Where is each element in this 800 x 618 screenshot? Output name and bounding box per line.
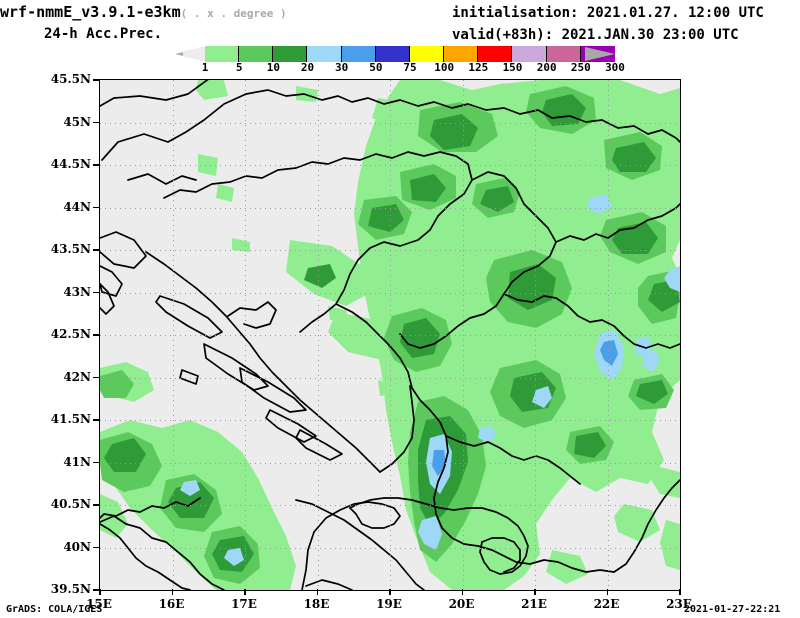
xaxis-tick — [171, 589, 173, 595]
yaxis-label-41.5N: 41.5N — [50, 412, 91, 426]
yaxis-label-44N: 44N — [63, 199, 91, 214]
field-title: 24-h Acc.Prec. — [44, 26, 163, 42]
yaxis-label-41N: 41N — [63, 454, 91, 469]
yaxis-tick — [93, 334, 99, 336]
colorbar-tick-300: 300 — [605, 61, 625, 74]
colorbar-tick-20: 20 — [300, 61, 315, 74]
yaxis-tick — [93, 121, 99, 123]
yaxis-tick — [93, 461, 99, 463]
colorbar-band-150 — [512, 46, 547, 62]
yaxis-tick — [93, 504, 99, 506]
xaxis-tick — [244, 589, 246, 595]
colorbar-tick-50: 50 — [369, 61, 383, 74]
xaxis-label-18E: 18E — [303, 597, 330, 611]
yaxis-label-42.5N: 42.5N — [50, 327, 91, 341]
yaxis-label-39.5N: 39.5N — [50, 582, 91, 596]
valid-time: valid(+83h): 2021.JAN.30 23:00 UTC — [452, 27, 739, 43]
xaxis-label-16E: 16E — [158, 597, 185, 611]
colorbar-band-200 — [546, 46, 581, 62]
gridline-horizontal — [100, 292, 680, 294]
gridline-horizontal — [100, 165, 680, 166]
gridline-horizontal — [100, 420, 680, 421]
colorbar-band-30 — [341, 46, 376, 62]
yaxis-label-43.5N: 43.5N — [50, 242, 91, 256]
colorbar-tick-30: 30 — [335, 61, 349, 74]
colorbar: 1 5 10 20 30 50 75 100 125 150 200 250 300 — [175, 46, 625, 74]
yaxis-tick — [93, 249, 99, 251]
colorbar-tick-200: 200 — [536, 61, 557, 74]
colorbar-tick-150: 150 — [502, 61, 523, 74]
grads-credit: GrADS: COLA/IGES — [6, 604, 103, 615]
gridline-horizontal — [100, 122, 680, 124]
map-plot-area — [99, 79, 681, 591]
colorbar-tick-5: 5 — [235, 61, 243, 74]
colorbar-tick-75: 75 — [403, 61, 417, 74]
model-title: wrf-nmmE_v3.9.1-e3km( . x . degree ) — [0, 3, 287, 21]
xaxis-tick — [679, 589, 681, 595]
yaxis-tick — [93, 546, 99, 548]
gridline-horizontal — [100, 505, 680, 506]
yaxis-tick — [93, 419, 99, 421]
gridline-horizontal — [100, 335, 680, 336]
gridline-horizontal — [100, 250, 680, 251]
colorbar-band-20 — [307, 46, 342, 62]
yaxis-label-45N: 45N — [63, 114, 91, 129]
xaxis-label-17E: 17E — [231, 597, 257, 611]
dimension-note: ( . x . degree ) — [180, 7, 287, 20]
yaxis-label-40N: 40N — [63, 539, 91, 554]
xaxis-tick — [316, 589, 318, 595]
xaxis-tick — [606, 589, 608, 595]
colorbar-tick-10: 10 — [266, 61, 280, 74]
colorbar-tick-100: 100 — [434, 61, 455, 74]
xaxis-label-19E: 19E — [376, 597, 402, 611]
xaxis-tick — [534, 589, 536, 595]
map-canvas — [100, 80, 680, 590]
colorbar-tick-250: 250 — [570, 61, 591, 74]
yaxis-tick — [93, 376, 99, 378]
xaxis-label-21E: 21E — [521, 597, 547, 611]
colorbar-tick-125: 125 — [468, 61, 489, 74]
colorbar-band-10 — [273, 46, 308, 62]
colorbar-band-1 — [205, 46, 240, 62]
yaxis-label-40.5N: 40.5N — [50, 497, 91, 511]
xaxis-label-23E: 23E — [666, 597, 692, 611]
colorbar-band-75 — [409, 46, 445, 62]
initialisation-time: initialisation: 2021.01.27. 12:00 UTC — [452, 5, 764, 21]
yaxis-tick — [93, 291, 99, 293]
colorbar-band-100 — [444, 46, 479, 62]
yaxis-tick — [93, 79, 99, 81]
xaxis-label-20E: 20E — [448, 597, 475, 611]
generation-timestamp: 2021-01-27-22:21 — [684, 604, 781, 615]
yaxis-tick — [93, 589, 99, 591]
yaxis-label-45.5N: 45.5N — [50, 72, 91, 86]
xaxis-label-22E: 22E — [593, 597, 620, 611]
colorbar-high-cap — [585, 46, 615, 62]
gridline-horizontal — [100, 547, 680, 549]
yaxis-label-43N: 43N — [63, 284, 91, 299]
yaxis-label-44.5N: 44.5N — [50, 157, 91, 171]
gridline-horizontal — [100, 462, 680, 464]
colorbar-band-125 — [478, 46, 513, 62]
yaxis-tick — [93, 164, 99, 166]
colorbar-low-cap — [175, 46, 205, 62]
yaxis-tick — [93, 206, 99, 208]
colorbar-bands — [205, 46, 615, 62]
xaxis-label-15E: 15E — [86, 597, 112, 611]
gridline-horizontal — [100, 377, 680, 379]
colorbar-band-5 — [239, 46, 274, 62]
colorbar-band-50 — [375, 46, 410, 62]
xaxis-tick — [99, 589, 101, 595]
xaxis-tick — [389, 589, 391, 595]
xaxis-tick — [461, 589, 463, 595]
yaxis-label-42N: 42N — [63, 369, 91, 384]
coastlines-and-borders — [100, 80, 680, 590]
gridline-horizontal — [100, 207, 680, 209]
colorbar-tick-1: 1 — [201, 61, 209, 74]
